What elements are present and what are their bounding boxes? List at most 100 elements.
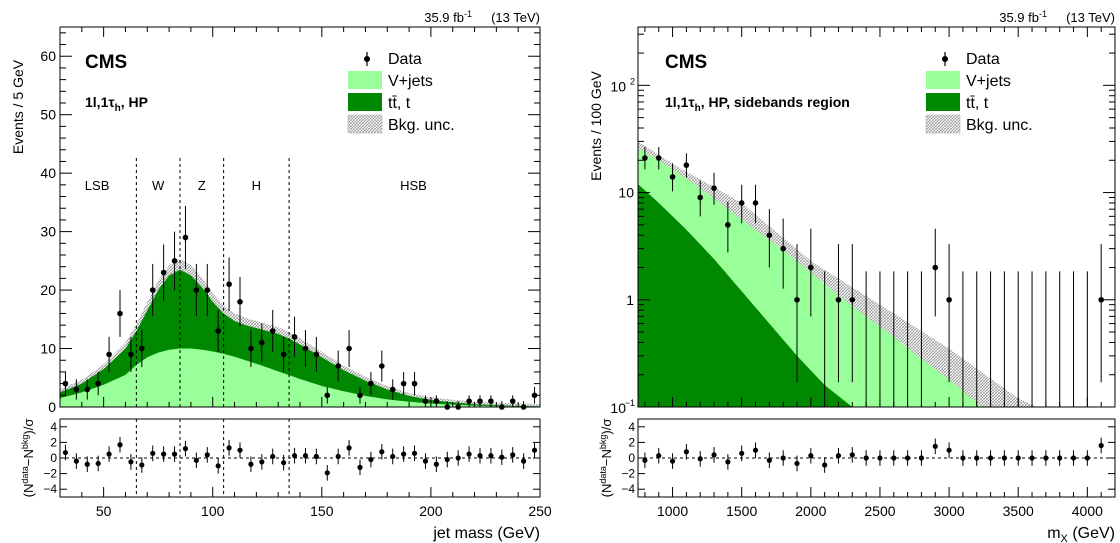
right-lumi-sup: -1 bbox=[1039, 9, 1047, 19]
data-point bbox=[204, 287, 211, 293]
region-label: HSB bbox=[400, 178, 427, 193]
left-xlabel: jet mass (GeV) bbox=[432, 525, 540, 542]
legend-data-label: Data bbox=[388, 51, 422, 68]
ytick-label-exp: −1 bbox=[625, 398, 635, 408]
ratio-point bbox=[1001, 455, 1007, 461]
ytick-label-exp: 2 bbox=[630, 76, 635, 86]
ratio-point bbox=[642, 457, 648, 463]
xtick-label: 250 bbox=[528, 503, 552, 519]
data-point bbox=[808, 264, 814, 271]
data-point bbox=[466, 398, 472, 404]
ratio-point bbox=[95, 460, 101, 467]
legend-vjets-label: V+jets bbox=[388, 73, 433, 90]
ratio-point bbox=[946, 447, 952, 453]
ratio-point bbox=[987, 455, 994, 461]
ytick-label: 10 bbox=[40, 341, 56, 357]
ratio-ytick-label: 4 bbox=[628, 420, 635, 434]
data-point bbox=[725, 222, 731, 228]
data-point bbox=[488, 398, 494, 404]
ratio-ytick-label: −2 bbox=[43, 467, 57, 481]
data-point bbox=[128, 351, 134, 358]
ratio-point bbox=[477, 453, 483, 459]
ytick-label: 30 bbox=[40, 224, 56, 240]
ratio-point bbox=[974, 455, 980, 461]
xtick-label: 3000 bbox=[934, 503, 965, 519]
ratio-point bbox=[780, 455, 786, 461]
ratio-ytick-label: −4 bbox=[43, 482, 57, 496]
ratio-point bbox=[1029, 455, 1035, 461]
ratio-point bbox=[346, 445, 352, 451]
ratio-point bbox=[510, 452, 516, 458]
right-energy-label: (13 TeV) bbox=[1066, 10, 1115, 25]
data-point bbox=[139, 345, 145, 352]
legend-ttbar-label: tt̄, t bbox=[966, 95, 989, 112]
ratio-point bbox=[171, 451, 178, 457]
xtick-label: 1000 bbox=[657, 503, 688, 519]
xtick-label: 2000 bbox=[795, 503, 826, 519]
legend-ttbar-label: tt̄, t bbox=[388, 95, 411, 112]
ratio-point bbox=[808, 453, 814, 459]
right-ratio-plot: 420−2−4 1000 1500 2000 2500 3000 3500 4000 (Nd… bbox=[598, 27, 1116, 543]
ratio-point bbox=[697, 456, 703, 462]
xtick-label: 2500 bbox=[864, 503, 895, 519]
ratio-point bbox=[84, 461, 90, 467]
data-point bbox=[835, 296, 842, 303]
right-experiment-label: CMS bbox=[665, 52, 707, 73]
ratio-point bbox=[918, 455, 925, 461]
ytick-label: 10 bbox=[610, 78, 626, 94]
data-point bbox=[73, 386, 80, 393]
legend-unc-swatch bbox=[347, 114, 383, 134]
ratio-point bbox=[270, 453, 276, 460]
data-point bbox=[752, 200, 759, 206]
ytick-label: 1 bbox=[626, 292, 634, 308]
ratio-point bbox=[73, 458, 79, 464]
ratio-point bbox=[656, 453, 662, 459]
data-point bbox=[95, 380, 101, 387]
left-energy-label: (13 TeV) bbox=[491, 10, 540, 25]
legend-data-marker bbox=[942, 56, 948, 62]
ratio-point bbox=[739, 450, 745, 456]
ratio-point bbox=[368, 456, 374, 463]
data-point bbox=[357, 392, 363, 399]
xtick-label: 200 bbox=[419, 503, 443, 519]
ratio-point bbox=[259, 459, 265, 465]
ytick-label: 0 bbox=[48, 399, 56, 415]
ratio-point bbox=[422, 458, 429, 464]
ratio-point bbox=[182, 446, 189, 452]
ratio-point bbox=[1043, 455, 1049, 461]
right-ratio-ylabel: (Ndata−Nbkg)/σ bbox=[598, 419, 614, 498]
data-point bbox=[669, 174, 676, 180]
ratio-ytick-label: −2 bbox=[621, 467, 635, 481]
data-point bbox=[193, 287, 200, 293]
ratio-point bbox=[281, 460, 287, 466]
data-point bbox=[738, 200, 745, 206]
right-xlabel-suffix: (GeV) bbox=[1068, 525, 1115, 542]
legend-vjets-swatch bbox=[348, 71, 382, 89]
xtick-label: 4000 bbox=[1072, 503, 1103, 519]
data-point bbox=[655, 155, 662, 161]
data-point bbox=[683, 162, 690, 168]
right-lumi-label: 35.9 fb-1 bbox=[999, 9, 1047, 25]
left-category-label: 1l,1τh, HP bbox=[85, 94, 148, 114]
ratio-point bbox=[835, 453, 842, 459]
right-main-frame bbox=[637, 26, 1116, 408]
data-point bbox=[324, 392, 331, 399]
ratio-point bbox=[291, 453, 298, 459]
legend-ttbar-swatch bbox=[926, 93, 960, 111]
ytick-label: 50 bbox=[40, 107, 56, 123]
ratio-point bbox=[411, 450, 418, 456]
xtick-label: 150 bbox=[310, 503, 334, 519]
data-point bbox=[642, 155, 648, 161]
right-ylabel: Events / 100 GeV bbox=[588, 70, 604, 180]
data-point bbox=[259, 339, 265, 346]
ratio-point bbox=[822, 462, 828, 468]
data-point bbox=[346, 345, 352, 352]
data-point bbox=[117, 310, 123, 317]
legend-unc-label: Bkg. unc. bbox=[966, 117, 1033, 134]
ratio-point bbox=[455, 455, 461, 461]
ratio-point bbox=[106, 451, 112, 457]
right-category-sub: h bbox=[695, 103, 701, 114]
data-point bbox=[237, 298, 243, 305]
data-point bbox=[84, 386, 91, 393]
